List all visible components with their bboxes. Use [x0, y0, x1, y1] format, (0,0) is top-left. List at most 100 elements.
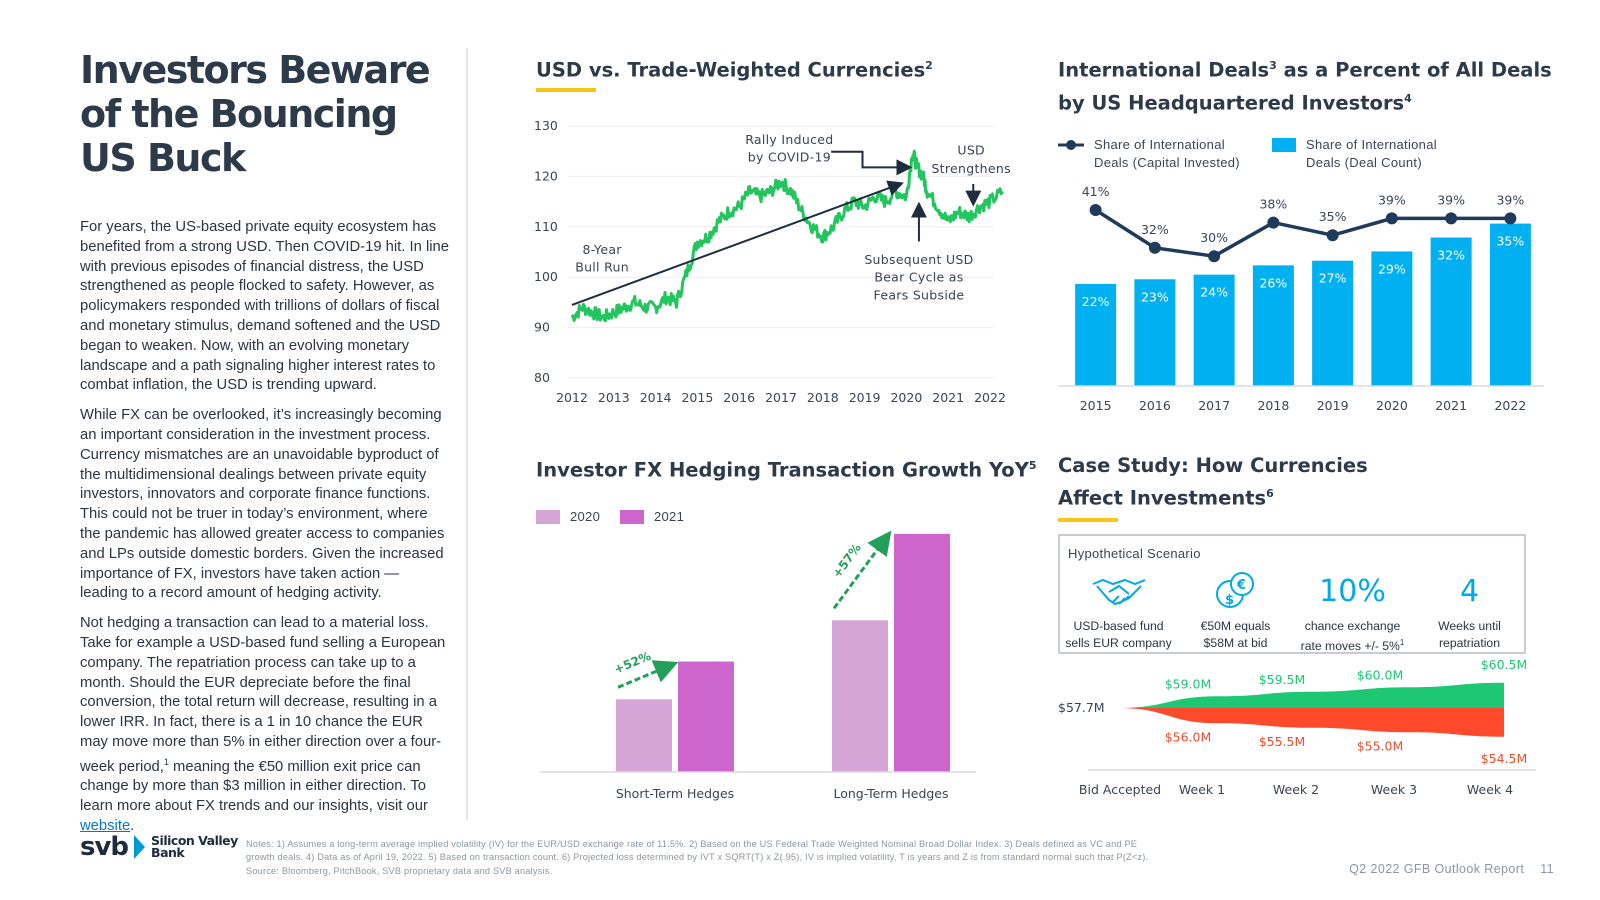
bar-2020	[616, 699, 672, 772]
bar-value-label: 23%	[1141, 289, 1169, 304]
usd-chart-title-text: USD vs. Trade-Weighted Currencies	[536, 58, 926, 82]
legend-label: 2020	[570, 509, 601, 524]
scenario-caption: repatriation	[1439, 635, 1500, 650]
annotation-usd-strengthens: Strengthens	[931, 161, 1011, 176]
deal-count-bar	[1489, 223, 1531, 386]
report-name: Q2 2022 GFB Outlook Report	[1349, 862, 1525, 876]
page-title-line: US Buck	[80, 136, 246, 180]
bar-2021	[894, 533, 950, 772]
upside-value-label: $60.5M	[1481, 660, 1528, 672]
legend-line-marker	[1058, 140, 1084, 150]
legend-capital-invested: Share of International Deals (Capital Inv…	[1058, 136, 1240, 172]
x-tick-label: 2020	[1376, 398, 1408, 413]
downside-value-label: $54.5M	[1481, 751, 1528, 766]
x-tick-label: 2022	[974, 390, 1006, 405]
scenario-caption: chance exchange	[1304, 619, 1401, 633]
scenario-caption: $58M at bid	[1203, 635, 1268, 650]
title-accent-bar	[536, 88, 596, 92]
usd-index-line	[570, 149, 1004, 323]
upside-value-label: $59.5M	[1259, 672, 1306, 687]
growth-arrow	[617, 660, 679, 689]
scenario-caption: USD-based fund	[1073, 619, 1164, 633]
y-tick-label: 110	[534, 219, 558, 234]
y-tick-label: 90	[534, 320, 550, 335]
footnote-ref: 5	[1028, 459, 1037, 472]
footnotes: Notes: 1) Assumes a long-term average im…	[246, 838, 1256, 878]
footnote-line: Source: Bloomberg, PitchBook, SVB propri…	[246, 866, 553, 877]
downside-area	[1118, 708, 1504, 737]
scenario-big-number: 10%	[1319, 574, 1386, 609]
bar-value-label: 24%	[1200, 285, 1228, 300]
scenario-heading: Hypothetical Scenario	[1068, 546, 1201, 561]
page-title-line: Investors Beware	[80, 48, 431, 92]
x-tick-label: 2020	[890, 390, 922, 405]
x-tick-label: 2013	[598, 390, 630, 405]
case-title-text: Affect Investments	[1058, 486, 1267, 510]
paragraph: While FX can be overlooked, it’s increas…	[80, 407, 445, 602]
bar-value-label: 22%	[1082, 294, 1110, 309]
bar-2020	[832, 620, 888, 772]
annotation-bull-run: Bull Run	[575, 260, 629, 275]
website-link[interactable]: website	[80, 818, 131, 835]
y-tick-label: 120	[534, 168, 558, 183]
upside-value-label: $59.0M	[1165, 676, 1212, 691]
capital-invested-line	[1094, 208, 1511, 259]
x-tick-label: 2016	[1139, 398, 1171, 413]
x-tick-label: 2017	[1198, 398, 1230, 413]
x-tick-label: 2019	[849, 390, 881, 405]
x-tick-label: Bid Accepted	[1079, 782, 1161, 797]
annotation-covid: by COVID-19	[748, 149, 831, 164]
category-label: Short-Term Hedges	[616, 786, 734, 801]
paragraph: Not hedging a transaction can lead to a …	[80, 614, 450, 837]
x-tick-label: Week 4	[1467, 782, 1513, 797]
scenario-caption: €50M equals	[1200, 619, 1271, 633]
svg-text:€: €	[1236, 578, 1246, 593]
svg-text:$: $	[1225, 593, 1234, 608]
annotation-bear-cycle: Bear Cycle as	[874, 270, 963, 285]
legend-bar-swatch	[1272, 138, 1296, 152]
x-tick-label: 2012	[556, 390, 588, 405]
line-point	[1089, 204, 1102, 216]
page-title-line: of the Bouncing	[80, 92, 398, 136]
line-value-label: 30%	[1200, 230, 1228, 245]
body-text: For years, the US-based private equity e…	[80, 218, 450, 847]
line-point	[1445, 212, 1458, 225]
hedging-title-text: Investor FX Hedging Transaction Growth Y…	[536, 458, 1029, 482]
usd-chart-title: USD vs. Trade-Weighted Currencies2	[536, 52, 933, 85]
intl-title-text: as a Percent of All Deals	[1276, 58, 1552, 82]
bar-value-label: 27%	[1319, 271, 1347, 286]
line-value-label: 39%	[1496, 192, 1524, 207]
scenario-item-weeks: 4 Weeks until repatriation	[1411, 566, 1528, 651]
svb-logo: svb Silicon Valley Bank	[80, 832, 238, 862]
legend-label: Share of International	[1306, 137, 1437, 152]
line-value-label: 39%	[1437, 192, 1465, 207]
growth-label: +52%	[612, 649, 653, 677]
x-tick-label: Week 2	[1273, 782, 1319, 797]
annotation-usd-strengthens: USD	[957, 143, 985, 158]
line-point	[1208, 250, 1221, 263]
line-value-label: 41%	[1082, 184, 1110, 199]
line-value-label: 35%	[1319, 209, 1347, 224]
deal-count-bar	[1371, 251, 1413, 386]
case-study-chart: $57.7M $59.0M $56.0M $59.5M $55.5M $60.0M $55.…	[1058, 660, 1536, 797]
x-tick-label: 2021	[932, 390, 964, 405]
paragraph-text: .	[130, 818, 135, 835]
annotation-covid: Rally Induced	[745, 132, 833, 147]
legend-label: Deals (Capital Invested)	[1094, 155, 1240, 170]
y-tick-label: 100	[534, 269, 558, 284]
upside-area	[1118, 682, 1504, 708]
footnote-ref: 4	[1404, 91, 1412, 105]
x-tick-label: Week 1	[1179, 782, 1225, 797]
y-tick-label: 130	[534, 118, 558, 133]
line-point	[1504, 212, 1517, 225]
x-tick-label: Week 3	[1371, 782, 1417, 797]
line-value-label: 32%	[1141, 222, 1169, 237]
downside-value-label: $55.5M	[1259, 734, 1306, 749]
footnote-ref: 1	[163, 756, 169, 767]
x-tick-label: 2015	[681, 390, 713, 405]
intl-deals-chart-title: International Deals3 as a Percent of All…	[1058, 52, 1578, 117]
scenario-item-probability: 10% chance exchange rate moves +/- 5%1	[1294, 566, 1411, 654]
x-tick-label: 2022	[1494, 398, 1526, 413]
scenario-big-number: 4	[1459, 574, 1480, 609]
x-tick-label: 2014	[640, 390, 672, 405]
